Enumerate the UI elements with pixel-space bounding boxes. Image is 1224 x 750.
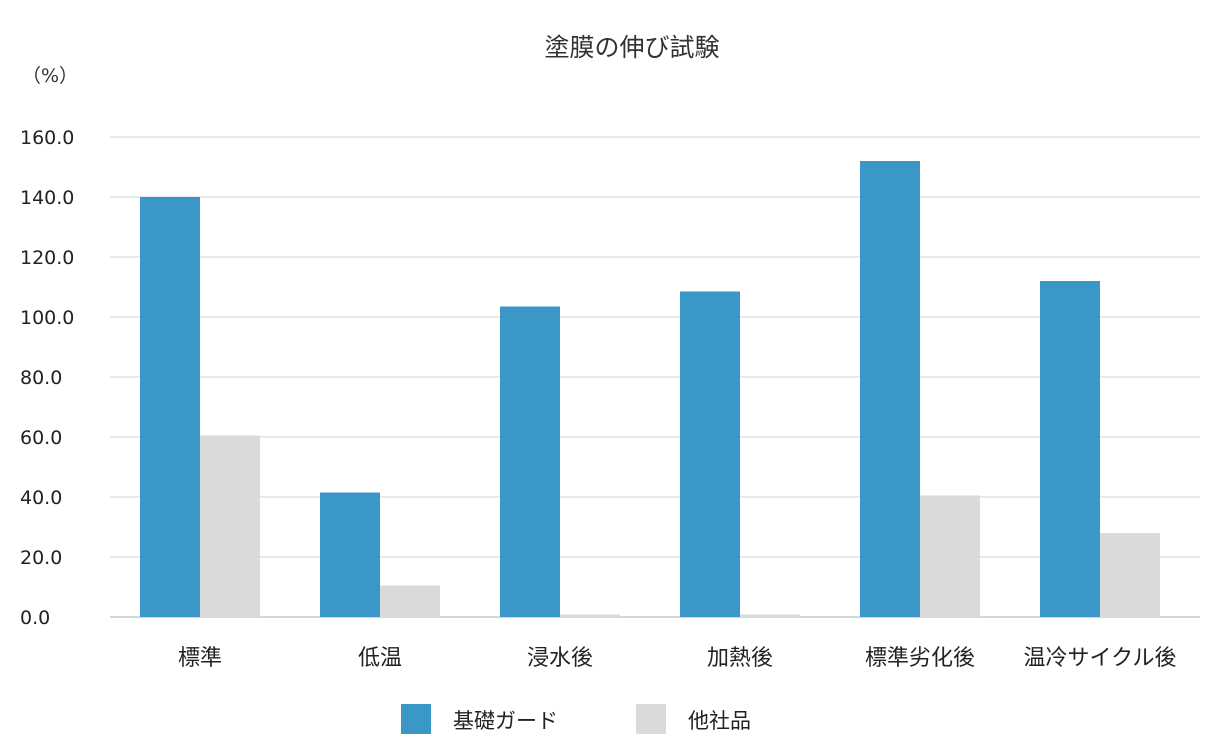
bar-series-2 [740,614,800,617]
legend-label: 他社品 [688,709,751,733]
x-category-label: 浸水後 [527,646,593,671]
bar-series-1 [140,197,200,617]
bar-series-1 [320,492,380,617]
y-tick-label: 160.0 [20,127,74,149]
y-tick-label: 60.0 [20,427,62,449]
bar-series-1 [860,161,920,617]
bar-series-2 [560,614,620,617]
chart-title: 塗膜の伸び試験 [544,33,719,62]
bar-series-1 [680,291,740,617]
bar-series-2 [380,585,440,617]
bar-series-2 [200,435,260,617]
bar-series-2 [1100,533,1160,617]
x-category-label: 低温 [358,646,402,671]
bar-series-1 [1040,281,1100,617]
y-tick-label: 40.0 [20,487,62,509]
x-category-label: 標準劣化後 [865,646,975,671]
bar-series-1 [500,306,560,617]
y-tick-label: 120.0 [20,247,74,269]
y-axis-ticks: 0.0 20.0 40.0 60.0 80.0 100.0 120.0 140.0 160.0 [20,127,74,629]
y-tick-label: 20.0 [20,547,62,569]
y-tick-label: 140.0 [20,187,74,209]
bar-series-2 [920,495,980,617]
y-tick-label: 0.0 [20,607,50,629]
y-tick-label: 80.0 [20,367,62,389]
y-tick-label: 100.0 [20,307,74,329]
x-category-label: 温冷サイクル後 [1024,646,1177,671]
gridlines [110,136,1200,618]
x-category-label: 加熱後 [707,646,773,671]
legend: 基礎ガード 他社品 [401,704,751,734]
y-axis-unit-label: （%） [22,65,78,87]
legend-swatch [401,704,431,734]
x-axis-categories: 標準 低温 浸水後 加熱後 標準劣化後 温冷サイクル後 [178,646,1176,671]
x-category-label: 標準 [178,646,222,671]
bars [140,161,1160,617]
legend-label: 基礎ガード [453,709,558,733]
legend-swatch [636,704,666,734]
